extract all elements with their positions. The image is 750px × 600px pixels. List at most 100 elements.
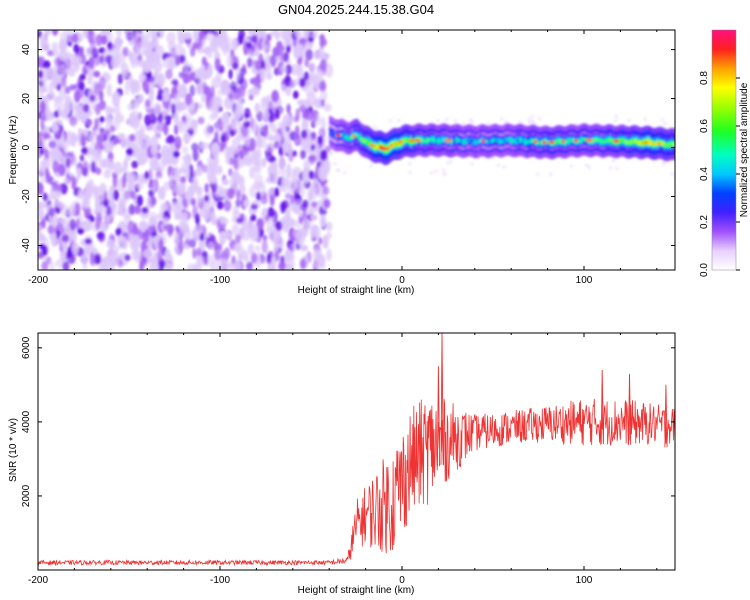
noise-blob: [106, 83, 112, 97]
noise-blob: [130, 57, 139, 69]
ridge-cell: [598, 138, 600, 142]
noise-blob: [182, 72, 190, 85]
noise-blob: [274, 134, 282, 142]
noise-blob: [165, 68, 173, 80]
noise-blob: [260, 59, 266, 72]
noise-blob: [91, 47, 99, 59]
noise-blob: [184, 239, 192, 246]
noise-blob: [79, 154, 85, 162]
ridge-cell: [424, 139, 427, 143]
noise-blob: [91, 130, 98, 138]
noise-blob: [126, 147, 134, 156]
ridge-cell: [420, 138, 423, 142]
ridge-cell: [633, 139, 636, 143]
faint-blob: [487, 122, 491, 126]
noise-blob: [210, 211, 216, 225]
ridge-cell: [357, 134, 360, 138]
noise-blob: [69, 84, 76, 91]
noise-blob: [308, 170, 314, 180]
faint-blob: [461, 122, 466, 126]
noise-blob: [247, 57, 253, 68]
noise-blob: [173, 136, 182, 150]
ridge-cell: [669, 142, 672, 146]
noise-blob: [58, 163, 66, 177]
ridge-cell: [484, 139, 487, 143]
noise-blob: [90, 161, 96, 174]
noise-blob: [103, 48, 113, 57]
noise-blob: [128, 175, 135, 191]
noise-blob: [271, 61, 276, 68]
noise-blob: [71, 33, 79, 43]
noise-blob: [208, 241, 214, 250]
ridge-hotspot: [408, 139, 414, 143]
noise-blob: [127, 103, 135, 111]
faint-blob: [614, 114, 619, 118]
noise-blob: [140, 240, 147, 253]
ridge-cell: [547, 140, 549, 144]
noise-blob: [40, 40, 50, 52]
snr-y-label: SNR (10 * v/v): [8, 418, 19, 482]
noise-blob: [192, 248, 197, 259]
noise-blob: [106, 263, 115, 270]
noise-blob: [232, 205, 239, 221]
spectrogram-x-label: Height of straight line (km): [298, 285, 415, 296]
noise-blob: [170, 103, 176, 114]
noise-blob: [255, 60, 261, 71]
noise-blob: [115, 227, 122, 236]
ridge-cell: [673, 142, 675, 146]
x-tick-label: 100: [576, 575, 593, 586]
ridge-cell: [363, 139, 366, 143]
ridge-cell: [510, 138, 512, 142]
ridge-cell: [403, 139, 405, 143]
faint-blob: [397, 118, 401, 122]
ridge-cell: [567, 139, 570, 143]
faint-blob: [615, 166, 620, 170]
noise-blob: [84, 189, 91, 202]
ridge-cell: [497, 139, 500, 143]
noise-blob: [164, 248, 171, 262]
noise-blob: [38, 86, 48, 94]
noise-blob: [239, 67, 247, 76]
ridge-hotspot: [379, 147, 390, 151]
faint-blob: [441, 168, 446, 172]
noise-blob: [199, 30, 207, 40]
ridge-cell: [648, 140, 651, 144]
spectrogram-noise-region: [38, 30, 675, 270]
ridge-cell: [362, 139, 365, 143]
ridge-cell: [501, 139, 504, 143]
ridge-cell: [582, 137, 585, 141]
noise-blob: [183, 228, 192, 242]
ridge-cell: [569, 138, 572, 142]
noise-blob: [219, 188, 230, 199]
noise-blob: [148, 182, 154, 189]
noise-blob: [109, 244, 119, 257]
noise-blob: [183, 59, 190, 74]
noise-blob: [303, 159, 311, 171]
spectrogram-frame: [37, 29, 676, 271]
ridge-cell: [456, 138, 459, 142]
noise-blob: [189, 84, 196, 97]
ridge-cell: [376, 145, 379, 149]
noise-blob: [264, 124, 269, 132]
noise-blob: [231, 255, 236, 265]
ridge-cell: [457, 138, 460, 142]
noise-blob: [113, 189, 120, 201]
ridge-cell: [516, 139, 519, 142]
ridge-cell: [389, 145, 391, 149]
noise-blob: [299, 203, 308, 212]
noise-blob: [266, 72, 273, 81]
ridge-cell: [464, 140, 467, 144]
noise-blob: [302, 220, 312, 230]
ridge-hotspot: [481, 139, 486, 143]
noise-blob: [155, 102, 161, 116]
faint-blob: [504, 120, 509, 124]
noise-blob: [157, 113, 164, 123]
noise-blob: [93, 253, 102, 265]
noise-blob: [130, 78, 137, 87]
noise-blob: [73, 43, 80, 54]
noise-blob: [174, 54, 181, 66]
noise-blob: [88, 56, 95, 70]
noise-blob: [250, 222, 259, 238]
noise-blob: [260, 196, 268, 205]
